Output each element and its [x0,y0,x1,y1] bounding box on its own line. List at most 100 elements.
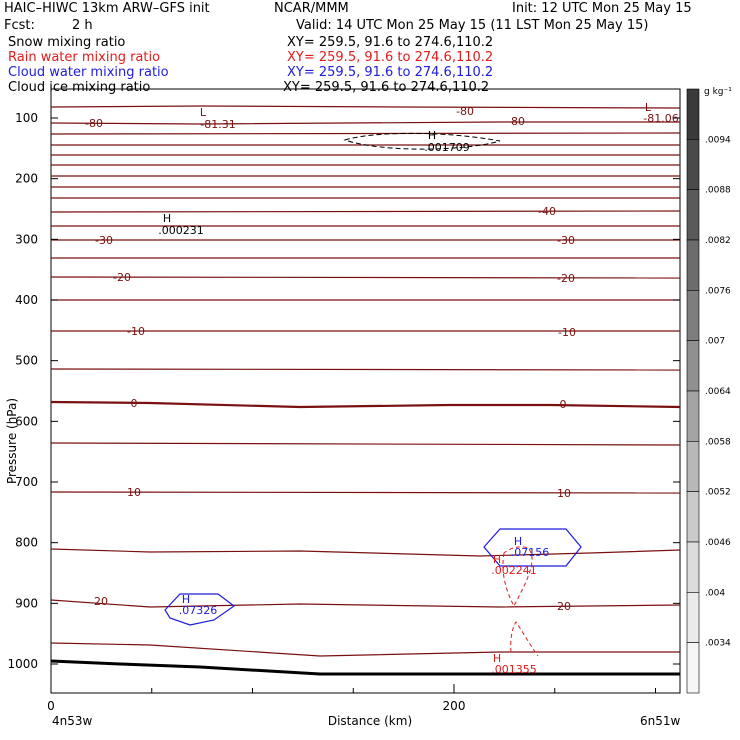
y-tick-label: 600 [15,414,38,428]
colorbar-swatch [686,88,700,140]
contour-label: -10 [558,326,576,339]
contour-label: 10 [557,487,571,500]
y-tick-label: 900 [15,596,38,610]
field-name-cloud-ice: Cloud ice mixing ratio [8,80,151,95]
colorbar-swatch [686,642,700,694]
y-tick-label: 1000 [7,657,38,671]
colorbar-swatch [686,390,700,442]
isotherm-minus80 [50,121,680,125]
field-name-cloud-water: Cloud water mixing ratio [8,65,169,80]
y-axis-label: Pressure (hPa) [5,398,19,484]
contour-label: -10 [127,325,145,338]
isotherm [50,642,680,657]
y-tick-label: 300 [15,232,38,246]
high-value: .07326 [179,604,218,617]
colorbar-swatch [686,189,700,241]
high-marker: H [163,212,171,225]
contour-label: 20 [94,595,108,608]
colorbar-swatch [686,340,700,392]
colorbar-swatch [686,290,700,341]
colorbar-label: .0058 [705,437,731,447]
high-marker: H [493,553,501,566]
colorbar-label: .0034 [705,639,731,649]
colorbar-swatch [686,541,700,593]
valid-time: Valid: 14 UTC Mon 25 May 15 (11 LST Mon … [296,18,649,33]
terrain-line [50,659,680,676]
isotherm [50,105,681,109]
isotherm-zero [50,400,681,409]
colorbar-swatch [686,592,700,643]
isotherm [50,548,681,557]
field-xy-rain: XY= 259.5, 91.6 to 274.6,110.2 [287,50,494,65]
cloud-water-contour-right [483,528,582,567]
isotherm-minus20 [50,276,681,279]
high-value: .000231 [158,224,204,237]
colorbar-label: .007 [705,337,725,347]
high-marker: H [182,593,190,606]
field-name-snow: Snow mixing ratio [8,35,126,50]
rain-contour-lower [510,621,539,657]
y-tick-label: 100 [15,111,38,125]
low-value: -81.06 [643,112,678,125]
colorbar-swatch [686,239,700,291]
y-tick-label: 400 [15,293,38,307]
x-tick-label: 200 [443,699,466,713]
contour-label: -20 [113,271,131,284]
colorbar-label: .0052 [705,488,731,498]
isotherm [50,442,681,446]
plot-frame [50,88,681,694]
contour-label: -30 [557,234,575,247]
field-xy-snow: XY= 259.5, 91.6 to 274.6,110.2 [287,35,494,50]
y-tick-label: 200 [15,172,38,186]
colorbar-label: .0076 [705,286,731,296]
high-value: .002241 [491,564,537,577]
high-marker: H [428,129,436,142]
contour-label: -80 [507,115,525,128]
colorbar-label: .004 [705,588,725,598]
x-axis-label: Distance (km) [328,714,412,728]
fcst-label: Fcst: [4,18,35,33]
contour-label: -20 [557,272,575,285]
y-tick-label: 500 [15,354,38,368]
contour-label: -80 [456,105,474,118]
low-marker: L [645,101,652,114]
colorbar-label: .0082 [705,236,731,246]
contour-label: 0 [560,398,567,411]
contour-label: 10 [127,486,141,499]
contour-label: -30 [95,234,113,247]
colorbar-swatch [686,491,700,543]
rain-contour-upper [502,546,533,608]
high-value: .001709 [424,141,470,154]
low-marker: L [200,106,207,119]
isotherm-20 [50,599,681,608]
y-tick-label: 800 [15,536,38,550]
x-tick-label: 0 [47,699,55,713]
isotherm [50,368,681,371]
colorbar-label: .0064 [705,387,731,397]
isotherm-10 [50,491,681,494]
field-xy-cloud-ice: XY= 259.5, 91.6 to 274.6,110.2 [283,80,490,95]
high-value: .07156 [511,546,550,559]
low-value: -81.31 [200,118,235,131]
model-title: HAIC–HIWC 13km ARW–GFS init [4,1,210,16]
temperature-contours [50,105,681,657]
cloud-water-contour-left [164,593,236,626]
field-name-rain: Rain water mixing ratio [8,50,161,65]
contour-label: -80 [85,117,103,130]
fcst-value: 2 h [72,18,93,33]
high-marker: H [493,652,501,665]
colorbar-label: .0046 [705,538,731,548]
isotherm-minus40 [50,210,681,213]
colorbar-label: .0088 [705,186,731,196]
x-axis: 0 200 [47,684,656,713]
y-tick-label: 700 [15,475,38,489]
init-time: Init: 12 UTC Mon 25 May 15 [512,1,692,16]
colorbar-label: .0094 [705,135,731,145]
field-xy-cloud-water: XY= 259.5, 91.6 to 274.6,110.2 [287,65,494,80]
x-end-label-left: 4n53w [52,714,93,728]
org-label: NCAR/MMM [274,1,349,16]
contour-label: 0 [131,397,138,410]
x-end-label-right: 6n51w [640,714,681,728]
